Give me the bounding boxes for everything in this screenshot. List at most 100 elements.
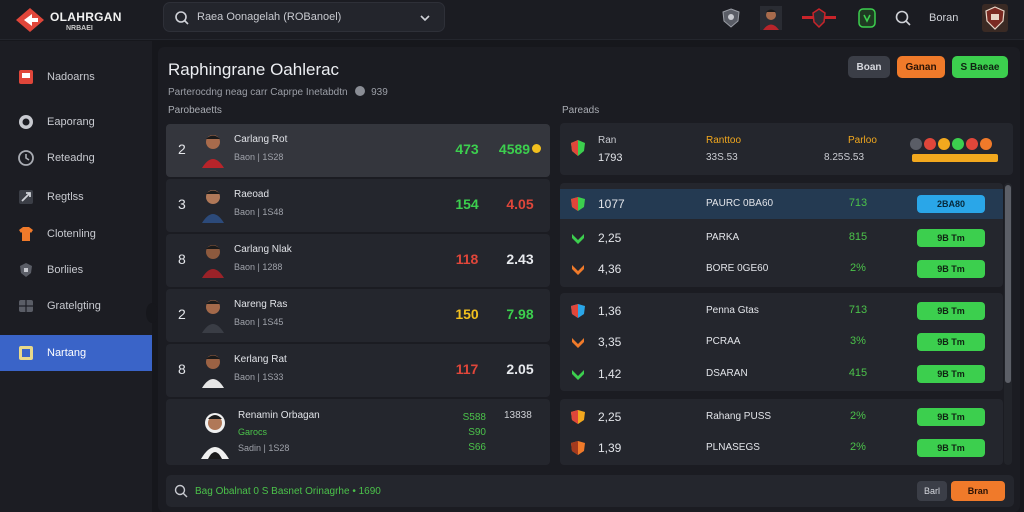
header-col3-label: Parloo bbox=[848, 135, 877, 146]
player-score: 150 bbox=[455, 306, 479, 322]
featured-player-card[interactable]: Renamin Orbagan Garocs Sadin | 1S28 S588… bbox=[166, 399, 550, 465]
player-score: 154 bbox=[455, 196, 479, 212]
market-row[interactable]: 1077 PAURC 0BA60 713 2BA80 bbox=[560, 189, 1003, 219]
market-row-button[interactable]: 9B Tm bbox=[917, 260, 985, 278]
market-row[interactable]: 1,42 DSARAN 415 9B Tm bbox=[560, 359, 1003, 389]
market-group: 1,36 Penna Gtas 713 9B Tm 3,35 PCRAA 3% … bbox=[560, 293, 1003, 391]
featured-player-meta: Garocs bbox=[238, 427, 268, 437]
market-row-name: Rahang PUSS bbox=[706, 411, 772, 422]
header-user-label[interactable]: Boran bbox=[929, 12, 959, 24]
market-row[interactable]: 2,25 PARKA 815 9B Tm bbox=[560, 223, 1003, 253]
logo[interactable]: OLAHRGAN NRBAEI bbox=[16, 4, 146, 36]
logo-subtitle: NRBAEI bbox=[66, 25, 93, 32]
market-row-button[interactable]: 9B Tm bbox=[917, 302, 985, 320]
grid-icon bbox=[17, 297, 35, 315]
featured-player-stats: S588 S90 S66 bbox=[452, 410, 486, 455]
market-group: 1077 PAURC 0BA60 713 2BA80 2,25 PARKA 81… bbox=[560, 183, 1003, 287]
player-odds: 2.43 bbox=[506, 251, 534, 267]
header-col3-value: 8.25S.53 bbox=[824, 152, 865, 163]
market-row-name: Penna Gtas bbox=[706, 305, 759, 316]
search-text: Raea Oonagelah (ROBanoel) bbox=[197, 11, 342, 23]
market-row[interactable]: 4,36 BORE 0GE60 2% 9B Tm bbox=[560, 254, 1003, 284]
sidebar-item-nartang[interactable]: Nartang bbox=[0, 335, 152, 371]
market-row-pct: 713 bbox=[848, 304, 868, 316]
market-row-button[interactable]: 9B Tm bbox=[917, 439, 985, 457]
player-name: Carlang Rot bbox=[234, 134, 288, 145]
bottom-button-2[interactable]: Bran bbox=[951, 481, 1005, 501]
bottom-bar: Bag Obalnat 0 S Basnet Orinagrhe • 1690 … bbox=[166, 475, 1014, 507]
header-col1-value: 1793 bbox=[598, 152, 623, 164]
player-rank: 2 bbox=[178, 306, 186, 322]
player-odds: 2.05 bbox=[506, 361, 534, 377]
search-icon[interactable] bbox=[891, 6, 915, 30]
search-icon[interactable] bbox=[174, 484, 188, 498]
sidebar-item-label: Gratelgting bbox=[47, 300, 101, 312]
player-odds-value: 4589 bbox=[498, 141, 531, 157]
sidebar-item-clotenling[interactable]: Clotenling bbox=[0, 216, 152, 252]
sidebar-item-eaporang[interactable]: Eaporang bbox=[0, 104, 152, 140]
sidebar-item-regtlss[interactable]: Regtlss bbox=[0, 179, 152, 215]
market-row-num: 4,36 bbox=[598, 262, 622, 276]
player-card[interactable]: 8 Carlang Nlak Baon | 1288 118 2.43 bbox=[166, 234, 550, 287]
bottom-button-1[interactable]: Barl bbox=[917, 481, 947, 501]
player-odds: 4.05 bbox=[506, 196, 534, 212]
shield-icon bbox=[571, 140, 585, 156]
player-avatar-icon[interactable] bbox=[759, 6, 783, 30]
featured-player-name: Renamin Orbagan bbox=[238, 410, 320, 421]
chevron-down-icon[interactable] bbox=[418, 11, 432, 25]
header-button-2[interactable]: Ganan bbox=[897, 56, 945, 78]
header-button-1[interactable]: Boan bbox=[848, 56, 890, 78]
right-column-header: Pareads bbox=[562, 105, 600, 116]
player-name: Nareng Ras bbox=[234, 299, 288, 310]
player-card[interactable]: 3 Raeoad Baon | 1S48 154 4.05 bbox=[166, 179, 550, 232]
market-row-name: PAURC 0BA60 bbox=[706, 198, 774, 209]
player-avatar bbox=[202, 190, 224, 223]
coin-icon bbox=[532, 144, 542, 153]
player-card[interactable]: 2 Nareng Ras Baon | 1S45 150 7.98 bbox=[166, 289, 550, 342]
player-score: 118 bbox=[455, 251, 479, 267]
market-row[interactable]: 2,25 Rahang PUSS 2% 9B Tm bbox=[560, 402, 1003, 432]
search-box[interactable]: Raea Oonagelah (ROBanoel) bbox=[163, 2, 445, 32]
market-row[interactable]: 1,39 PLNASEGS 2% 9B Tm bbox=[560, 433, 1003, 463]
shield-badge-icon[interactable] bbox=[719, 6, 743, 30]
player-score: 117 bbox=[455, 361, 479, 377]
player-meta: Baon | 1S45 bbox=[234, 317, 284, 327]
sidebar-item-nadoarns[interactable]: Nadoarns bbox=[0, 59, 152, 95]
scrollbar-thumb[interactable] bbox=[1005, 185, 1011, 383]
sidebar-item-label: Borliies bbox=[47, 264, 84, 276]
chevron-icon bbox=[572, 234, 584, 244]
featured-player-avatar bbox=[201, 413, 229, 459]
player-odds: 4589 bbox=[496, 141, 544, 157]
player-avatar bbox=[202, 355, 224, 388]
club-crest-icon[interactable] bbox=[981, 4, 1009, 32]
player-meta: Baon | 1S28 bbox=[234, 152, 284, 162]
sidebar-item-label: Nartang bbox=[47, 347, 87, 359]
star-icon bbox=[17, 344, 35, 362]
player-avatar bbox=[202, 245, 224, 278]
top-bar: OLAHRGAN NRBAEI Raea Oonagelah (ROBanoel… bbox=[0, 0, 1024, 40]
market-row-button[interactable]: 9B Tm bbox=[917, 333, 985, 351]
stat-value: S90 bbox=[468, 427, 486, 438]
market-row-button[interactable]: 9B Tm bbox=[917, 229, 985, 247]
team-crest-icon[interactable] bbox=[799, 6, 839, 30]
player-card[interactable]: 2 Carlang Rot Baon | 1S28 473 4589 bbox=[166, 124, 550, 177]
market-row[interactable]: 3,35 PCRAA 3% 9B Tm bbox=[560, 327, 1003, 357]
header-col2-label: Ranttoo bbox=[706, 135, 742, 146]
market-row-num: 1077 bbox=[598, 197, 625, 211]
market-row-pct: 815 bbox=[848, 231, 868, 243]
market-row[interactable]: 1,36 Penna Gtas 713 9B Tm bbox=[560, 296, 1003, 326]
page-title: Raphingrane Oahlerac bbox=[168, 60, 340, 79]
market-row-num: 3,35 bbox=[598, 335, 622, 349]
sidebar-item-reteadng[interactable]: Reteadng bbox=[0, 140, 152, 176]
market-row-button[interactable]: 9B Tm bbox=[917, 408, 985, 426]
market-row-button[interactable]: 2BA80 bbox=[917, 195, 985, 213]
green-badge-icon[interactable] bbox=[855, 6, 879, 30]
player-odds: 7.98 bbox=[506, 306, 534, 322]
market-row-button[interactable]: 9B Tm bbox=[917, 365, 985, 383]
header-button-3[interactable]: S Baeae bbox=[952, 56, 1008, 78]
sidebar-item-gratelgting[interactable]: Gratelgting bbox=[0, 288, 152, 324]
player-card[interactable]: 8 Kerlang Rat Baon | 1S33 117 2.05 bbox=[166, 344, 550, 397]
sidebar-item-borliies[interactable]: Borliies bbox=[0, 252, 152, 288]
logo-icon bbox=[16, 8, 44, 32]
market-row-name: DSARAN bbox=[706, 368, 748, 379]
